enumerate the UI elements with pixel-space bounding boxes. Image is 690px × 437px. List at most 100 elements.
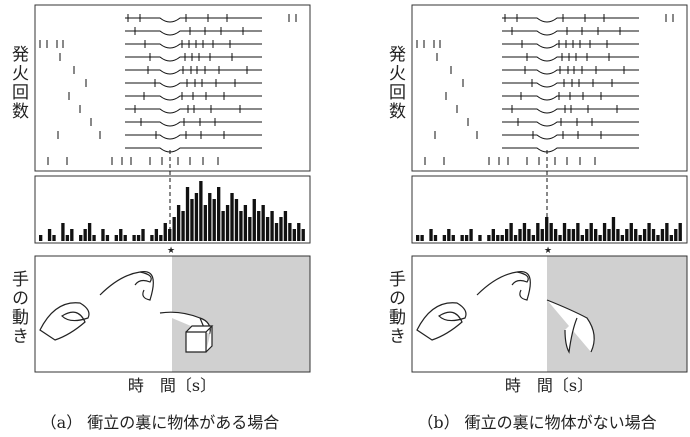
histogram-bar bbox=[509, 223, 512, 241]
histogram-bar bbox=[226, 205, 229, 241]
histogram-bar bbox=[443, 235, 446, 241]
histogram-bar bbox=[253, 199, 256, 241]
histogram-bar bbox=[248, 217, 251, 241]
hand bbox=[417, 303, 466, 340]
histogram-bar bbox=[581, 235, 584, 241]
histogram-bar bbox=[469, 229, 472, 241]
histogram-bar bbox=[101, 229, 104, 241]
histogram-bar bbox=[88, 223, 91, 241]
histogram-bar bbox=[279, 217, 282, 241]
histogram-bar bbox=[679, 223, 682, 241]
histogram-bar bbox=[643, 229, 646, 241]
histogram-bar bbox=[550, 223, 553, 241]
histogram-bar bbox=[563, 223, 566, 241]
histogram-bar bbox=[293, 229, 296, 241]
hand bbox=[40, 303, 89, 340]
x-axis-label: 時 間〔s〕 bbox=[505, 376, 593, 395]
histogram-bar bbox=[284, 211, 287, 241]
histogram-bar bbox=[465, 235, 468, 241]
y-axis-label: 発火回数 bbox=[385, 45, 406, 121]
x-axis-label: 時 間〔s〕 bbox=[128, 376, 216, 395]
histogram-bar bbox=[288, 223, 291, 241]
caption: （b） 衝立の裏に物体がない場合 bbox=[417, 413, 656, 432]
histogram-bar bbox=[297, 223, 300, 241]
histogram-bar bbox=[514, 235, 517, 241]
histogram-bar bbox=[594, 229, 597, 241]
histogram-bar bbox=[199, 181, 202, 241]
histogram-bar bbox=[244, 205, 247, 241]
histogram-bar bbox=[478, 235, 481, 241]
histogram-bar bbox=[235, 199, 238, 241]
histogram-bar bbox=[434, 235, 437, 241]
histogram-bar bbox=[48, 229, 51, 241]
histogram-bar bbox=[270, 211, 273, 241]
histogram-bar bbox=[217, 187, 220, 241]
histogram-bar bbox=[266, 217, 269, 241]
raster bbox=[40, 14, 296, 165]
histogram-bar bbox=[429, 229, 432, 241]
hand bbox=[100, 272, 153, 300]
histogram-bar bbox=[186, 187, 189, 241]
histogram-bar bbox=[487, 235, 490, 241]
histogram-bar bbox=[141, 229, 144, 241]
histogram-bar bbox=[523, 223, 526, 241]
histogram-bar bbox=[416, 235, 419, 241]
hand bbox=[477, 272, 530, 300]
histogram-bar bbox=[461, 235, 464, 241]
histogram-bar bbox=[302, 229, 305, 241]
histogram-bar bbox=[567, 229, 570, 241]
raster-box bbox=[412, 5, 687, 171]
marker: ★ bbox=[544, 246, 552, 256]
histogram-bar bbox=[634, 229, 637, 241]
histogram-bar bbox=[558, 235, 561, 241]
figure: 発火回数 ★ 手の動き時 間〔s〕 （a） 衝立の裏に物体がある場合 発火回数 ★ 手の動… bbox=[0, 0, 690, 437]
histogram-bar bbox=[92, 235, 95, 241]
histogram-bar bbox=[137, 235, 140, 241]
raster-box bbox=[35, 5, 310, 171]
histogram-bar bbox=[554, 229, 557, 241]
histogram-bar bbox=[150, 235, 153, 241]
histogram-bar bbox=[79, 235, 82, 241]
histogram-bar bbox=[630, 223, 633, 241]
histogram-bar bbox=[190, 199, 193, 241]
histogram-bar bbox=[670, 235, 673, 241]
histogram-bar bbox=[541, 229, 544, 241]
histogram-bar bbox=[239, 211, 242, 241]
histogram-bar bbox=[536, 223, 539, 241]
histogram-bar bbox=[501, 235, 504, 241]
histogram-bar bbox=[155, 229, 158, 241]
histogram-bar bbox=[505, 229, 508, 241]
histogram-bar bbox=[262, 205, 265, 241]
histogram-bar bbox=[639, 235, 642, 241]
histogram-bar bbox=[173, 217, 176, 241]
histogram-bar bbox=[275, 223, 278, 241]
histogram-bar bbox=[221, 211, 224, 241]
histogram-bar bbox=[576, 223, 579, 241]
caption: （a） 衝立の裏に物体がある場合 bbox=[41, 413, 280, 432]
histogram-bar bbox=[132, 235, 135, 241]
histogram-bar bbox=[665, 223, 668, 241]
histogram-bar bbox=[652, 229, 655, 241]
histogram-bar bbox=[598, 235, 601, 241]
histogram-bar bbox=[612, 217, 615, 241]
histogram-bar bbox=[66, 235, 69, 241]
histogram-bar bbox=[61, 223, 64, 241]
histogram-bar bbox=[195, 193, 198, 241]
histogram-bar bbox=[590, 223, 593, 241]
y-axis-label: 発火回数 bbox=[8, 45, 29, 121]
histogram-bar bbox=[492, 229, 495, 241]
histogram-bar bbox=[518, 229, 521, 241]
histogram-bar bbox=[257, 211, 260, 241]
histogram-bar bbox=[84, 229, 87, 241]
histogram-bar bbox=[420, 235, 423, 241]
histogram-bar bbox=[661, 229, 664, 241]
hand-label: 手の動き bbox=[385, 270, 406, 346]
histogram-bar bbox=[621, 235, 624, 241]
histogram-bar bbox=[39, 235, 42, 241]
histogram-bar bbox=[164, 223, 167, 241]
histogram-bar bbox=[674, 229, 677, 241]
histogram-bar bbox=[647, 223, 650, 241]
raster bbox=[417, 14, 673, 165]
